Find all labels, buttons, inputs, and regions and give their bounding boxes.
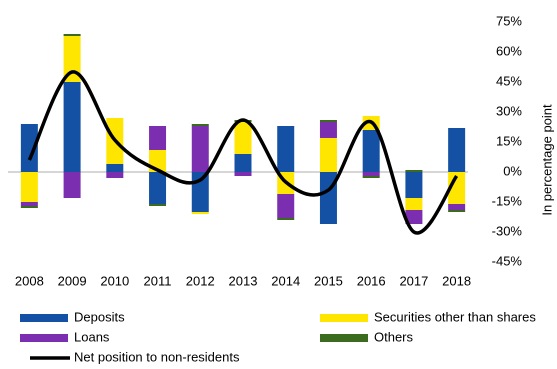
- bar-segment: [63, 34, 81, 36]
- bar-segment: [405, 198, 423, 210]
- bar-segment: [362, 130, 380, 172]
- bar-segment: [234, 122, 252, 154]
- bar-segment: [448, 210, 466, 212]
- legend-swatch: [20, 334, 68, 342]
- bar-segment: [319, 138, 337, 172]
- y-axis-label: In percentage point: [539, 104, 554, 216]
- bar-segment: [63, 82, 81, 172]
- bar-segment: [234, 154, 252, 172]
- x-tick-label: 2017: [399, 273, 428, 288]
- legend-label: Deposits: [74, 309, 125, 324]
- bar-segment: [319, 122, 337, 138]
- bar-segment: [191, 124, 209, 126]
- x-tick-label: 2009: [58, 273, 87, 288]
- bar-segment: [405, 172, 423, 198]
- bar-segment: [20, 202, 38, 206]
- bar-segment: [277, 194, 295, 218]
- legend-label: Net position to non-residents: [74, 349, 240, 364]
- bar-segment: [149, 126, 167, 150]
- legend-label: Others: [374, 329, 414, 344]
- bar-segment: [448, 128, 466, 172]
- bar-segment: [362, 172, 380, 176]
- bar-segment: [405, 210, 423, 224]
- bar-segment: [149, 172, 167, 204]
- x-tick-label: 2012: [186, 273, 215, 288]
- y-tick-label: 60%: [496, 43, 522, 58]
- legend-label: Loans: [74, 329, 110, 344]
- bar-segment: [277, 126, 295, 172]
- y-tick-label: 45%: [496, 73, 522, 88]
- bar-segment: [20, 172, 38, 202]
- y-tick-label: -30%: [492, 223, 523, 238]
- y-tick-label: 0%: [503, 163, 522, 178]
- bar-segment: [20, 124, 38, 172]
- bar-segment: [277, 218, 295, 220]
- x-tick-label: 2011: [144, 273, 172, 288]
- legend-swatch: [320, 314, 368, 322]
- x-tick-label: 2013: [229, 273, 258, 288]
- bar-segment: [448, 204, 466, 210]
- bar-segment: [20, 206, 38, 208]
- bar-segment: [191, 126, 209, 172]
- bar-segment: [362, 176, 380, 178]
- legend-label: Securities other than shares: [374, 309, 536, 324]
- bar-segment: [63, 36, 81, 82]
- x-tick-label: 2008: [15, 273, 44, 288]
- x-tick-label: 2016: [357, 273, 386, 288]
- bar-segment: [106, 172, 124, 178]
- bar-segment: [191, 212, 209, 214]
- bar-segment: [234, 172, 252, 176]
- legend-swatch: [20, 314, 68, 322]
- bar-segment: [106, 164, 124, 172]
- x-tick-label: 2014: [271, 273, 300, 288]
- x-tick-label: 2010: [100, 273, 129, 288]
- y-tick-label: 75%: [496, 13, 522, 28]
- bar-segment: [319, 120, 337, 122]
- y-tick-label: -45%: [492, 253, 523, 268]
- net-line: [27, 70, 459, 235]
- bar-segment: [405, 170, 423, 172]
- legend-swatch: [320, 334, 368, 342]
- bar-segment: [63, 172, 81, 198]
- x-tick-label: 2018: [442, 273, 471, 288]
- y-tick-label: 30%: [496, 103, 522, 118]
- y-tick-label: -15%: [492, 193, 523, 208]
- y-tick-label: 15%: [496, 133, 522, 148]
- bar-segment: [149, 204, 167, 206]
- x-tick-label: 2015: [314, 273, 343, 288]
